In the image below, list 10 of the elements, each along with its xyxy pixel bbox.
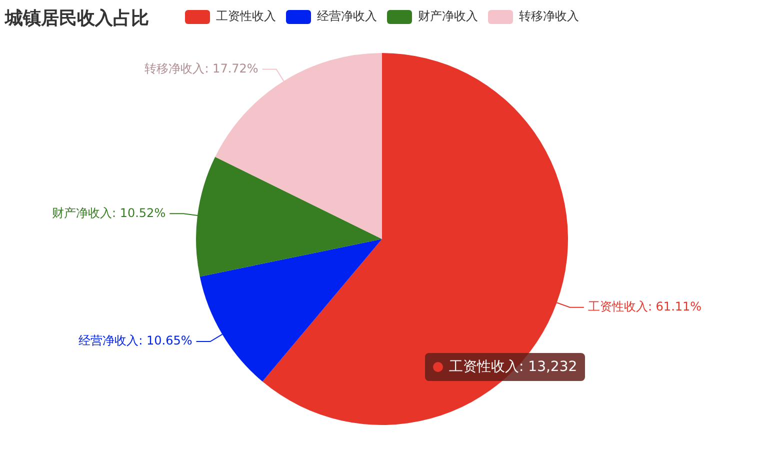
legend-label: 转移净收入 [519, 9, 579, 24]
data-label: 财产净收入: 10.52% [52, 206, 166, 220]
chart-title: 城镇居民收入占比 [5, 7, 149, 30]
legend-label: 工资性收入 [216, 9, 276, 24]
data-label: 转移净收入: 17.72% [144, 61, 258, 76]
legend-label: 经营净收入 [317, 9, 377, 24]
legend-label: 财产净收入 [418, 9, 478, 24]
data-label: 工资性收入: 61.11% [588, 300, 702, 314]
data-label: 经营净收入: 10.65% [78, 334, 192, 348]
text: 工资性收入: 13,232 [449, 358, 578, 376]
